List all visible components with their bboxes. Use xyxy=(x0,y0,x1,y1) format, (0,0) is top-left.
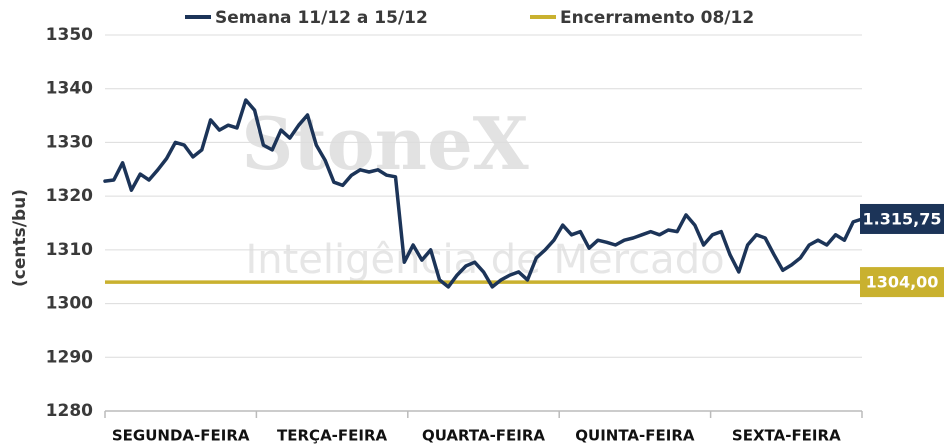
x-tick-label: TERÇA-FEIRA xyxy=(277,427,387,445)
y-tick-label: 1300 xyxy=(46,294,93,314)
x-tick-label: SEXTA-FEIRA xyxy=(732,427,841,445)
series-line xyxy=(103,98,864,289)
y-tick-label: 1340 xyxy=(46,79,93,99)
x-tick-label: SEGUNDA-FEIRA xyxy=(112,427,250,445)
y-tick-label: 1280 xyxy=(46,401,93,421)
reference-label: 1304,00 xyxy=(866,273,939,292)
y-tick-label: 1290 xyxy=(46,347,93,367)
end-label: 1.315,75 xyxy=(863,209,942,228)
end-label-box xyxy=(860,203,944,234)
y-tick-label: 1350 xyxy=(46,25,93,45)
y-tick-label: 1330 xyxy=(46,132,93,152)
y-tick-label: 1310 xyxy=(46,240,93,260)
y-axis-label: (cents/bu) xyxy=(10,189,30,287)
y-tick-label: 1320 xyxy=(46,186,93,206)
legend-label: Semana 11/12 a 15/12 xyxy=(215,8,428,28)
reference-label-box xyxy=(860,267,944,298)
x-tick-label: QUINTA-FEIRA xyxy=(575,427,695,445)
legend-label: Encerramento 08/12 xyxy=(560,8,754,28)
x-tick-label: QUARTA-FEIRA xyxy=(422,427,545,445)
watermark: StoneX xyxy=(241,101,528,186)
